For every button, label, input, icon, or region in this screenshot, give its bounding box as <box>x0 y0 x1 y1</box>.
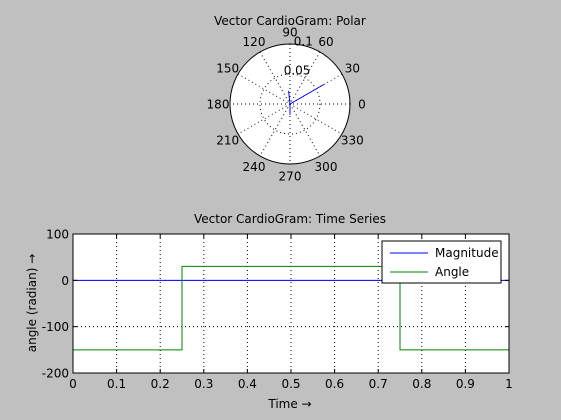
y-tick-label: -100 <box>42 320 69 334</box>
x-tick-label: 0.8 <box>412 377 431 391</box>
time-series-title: Vector CardioGram: Time Series <box>194 212 386 226</box>
legend: Magnitude Angle <box>381 240 502 284</box>
polar-vector-line <box>289 84 325 105</box>
time-series-ticks: 0 0.1 0.2 0.3 0.4 0.5 0.6 0.7 0.8 0.9 1 -200 -100 0 10… <box>42 228 513 392</box>
polar-angle-tick-label: 300 <box>315 160 338 174</box>
polar-angle-tick-label: 330 <box>341 134 364 148</box>
x-tick-label: 0.5 <box>281 377 300 391</box>
y-tick-label: 0 <box>61 274 69 288</box>
polar-plot: Vector CardioGram: Polar 0 30 60 90 120 150 18… <box>207 14 366 184</box>
x-axis-label: Time → <box>267 397 311 411</box>
polar-title: Vector CardioGram: Polar <box>214 14 366 28</box>
polar-radial-tick-label: 0.05 <box>284 64 311 78</box>
series-line-angle <box>73 265 509 351</box>
polar-angle-tick-label: 30 <box>345 62 360 76</box>
x-tick-label: 1 <box>505 377 513 391</box>
legend-box <box>381 240 502 284</box>
polar-angle-tick-label: 270 <box>279 170 302 184</box>
x-tick-label: 0.6 <box>325 377 344 391</box>
legend-label-magnitude: Magnitude <box>435 246 499 260</box>
y-axis-label: angle (radian) → <box>25 254 39 353</box>
x-tick-label: 0.1 <box>107 377 126 391</box>
polar-angle-tick-label: 0 <box>358 98 366 112</box>
time-series-plot: Vector CardioGram: Time Series 0 0.1 0.2 0.… <box>25 212 513 411</box>
polar-angle-tick-label: 240 <box>243 160 266 174</box>
x-tick-label: 0.9 <box>456 377 475 391</box>
polar-radial-gridline <box>259 73 321 135</box>
polar-angle-tick-label: 120 <box>243 35 266 49</box>
polar-angle-tick-label: 180 <box>207 98 230 112</box>
y-tick-label: -200 <box>42 367 69 381</box>
polar-angle-tick-label: 150 <box>216 62 239 76</box>
polar-series <box>288 84 325 115</box>
y-tick-label: 100 <box>46 228 69 242</box>
legend-label-angle: Angle <box>435 265 469 279</box>
polar-radial-tick-label: 0.1 <box>294 34 313 48</box>
x-tick-label: 0 <box>69 377 77 391</box>
x-tick-label: 0.2 <box>151 377 170 391</box>
polar-vector-line <box>288 90 291 105</box>
polar-angle-tick-label: 60 <box>318 35 333 49</box>
x-tick-label: 0.3 <box>194 377 213 391</box>
polar-angle-tick-label: 90 <box>282 26 297 40</box>
polar-angle-tick-label: 210 <box>216 134 239 148</box>
x-tick-label: 0.4 <box>238 377 257 391</box>
x-tick-label: 0.7 <box>369 377 388 391</box>
